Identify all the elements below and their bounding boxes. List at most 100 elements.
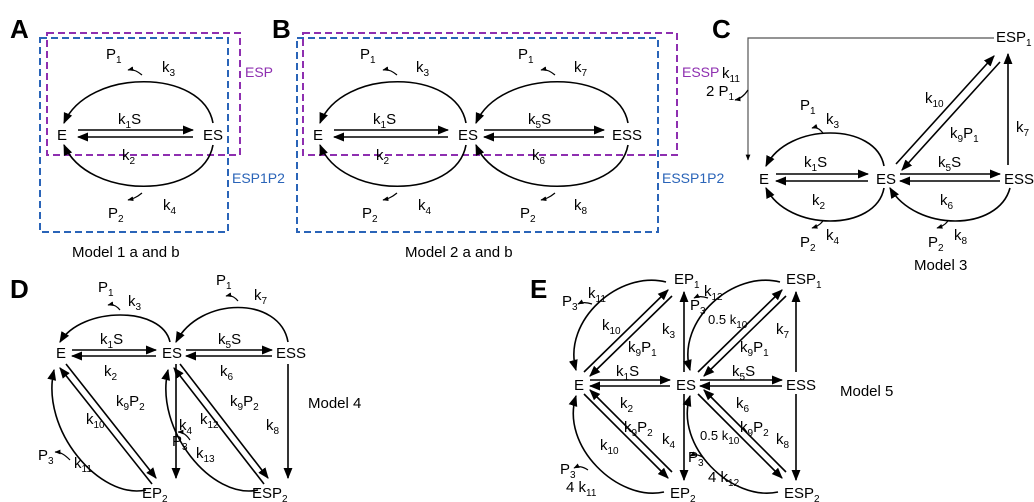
product-p3: P3	[688, 449, 704, 469]
rate-k4: k4	[418, 197, 432, 217]
rate-k3: k3	[662, 321, 676, 341]
rate-k9p1: k9P1	[628, 339, 657, 359]
rate-k8: k8	[954, 227, 968, 247]
rate-k10: k10	[602, 317, 621, 337]
rate-half-k10: 0.5 k10	[708, 312, 748, 331]
rate-k8: k8	[776, 431, 790, 451]
rate-k6: k6	[532, 147, 546, 167]
arc-ess-to-es-bottom	[476, 145, 628, 186]
caption-model1: Model 1 a and b	[72, 244, 180, 261]
release-p2	[812, 221, 823, 228]
species-esp2: ESP2	[252, 485, 288, 502]
species-ess: ESS	[1004, 171, 1034, 188]
rate-k3: k3	[826, 111, 840, 131]
species-es: ES	[876, 171, 896, 188]
rate-k3: k3	[128, 293, 142, 313]
rate-k2: k2	[122, 147, 136, 167]
rate-k3: k3	[162, 59, 176, 79]
rate-k7: k7	[574, 59, 588, 79]
species-ep2: EP2	[670, 485, 696, 502]
essp1p2-box-label: ESSP1P2	[662, 170, 724, 186]
product-p1: P1	[216, 272, 232, 292]
species-esp2: ESP2	[784, 485, 820, 502]
species-e: E	[574, 377, 584, 394]
rate-k12: k12	[704, 283, 723, 303]
release-p1	[812, 128, 823, 133]
rate-k9p1: k9P1	[950, 125, 979, 145]
product-p2: P2	[928, 234, 944, 254]
rate-k6: k6	[940, 192, 954, 212]
rate-k2: k2	[104, 363, 118, 383]
esp1p2-box-label: ESP1P2	[232, 170, 285, 186]
product-p2: P2	[520, 205, 536, 225]
release-p1	[108, 305, 120, 310]
rate-k9p1: k9P1	[740, 339, 769, 359]
product-p3: P3	[38, 447, 54, 467]
species-ess: ESS	[612, 127, 642, 144]
rate-k6: k6	[736, 395, 750, 415]
panel-a: A ESP ESP1P2 E ES k1S k2 P1 k3 P2 k4 Mod…	[10, 14, 285, 261]
rate-k13: k13	[196, 445, 215, 465]
product-p2: P2	[108, 205, 124, 225]
caption-model5: Model 5	[840, 383, 893, 400]
product-p2: P2	[800, 234, 816, 254]
rate-k11: k11	[588, 285, 606, 305]
rate-k4: k4	[662, 431, 676, 451]
rate-k2: k2	[812, 192, 826, 212]
panel-b: B ESSP ESSP1P2 E ES ESS k1S k2 k5S k6 P1…	[272, 14, 724, 261]
species-es: ES	[203, 127, 223, 144]
panel-d: D E ES ESS k1S k2 k5S k6 P1 k3 P1 k7 k4 …	[10, 272, 361, 502]
release-p1	[226, 296, 238, 301]
rate-k10: k10	[925, 90, 944, 110]
release-2p1	[735, 90, 748, 100]
species-e: E	[313, 127, 323, 144]
panel-label-b: B	[272, 14, 291, 44]
product-2p1: 2 P1	[706, 83, 735, 103]
panel-label-d: D	[10, 274, 29, 304]
species-es: ES	[458, 127, 478, 144]
rate-k9p2: k9P2	[740, 419, 769, 439]
panel-label-c: C	[712, 14, 731, 44]
release-p3	[574, 467, 588, 470]
rate-k3: k3	[416, 59, 430, 79]
caption-model2: Model 2 a and b	[405, 244, 513, 261]
species-es: ES	[162, 345, 182, 362]
release-p2	[937, 221, 948, 228]
arc-es-to-e-bottom	[64, 145, 213, 186]
rate-k4: k4	[826, 227, 840, 247]
release-p1	[128, 70, 142, 75]
rate-k1s: k1S	[804, 154, 827, 174]
arrow-es-to-esp1	[896, 56, 994, 164]
panel-c: C ESP1 k11 2 P1 E ES ESS k1S k2 k5S k6 P…	[706, 14, 1034, 274]
rate-k7: k7	[254, 287, 268, 307]
rate-k9p2: k9P2	[230, 393, 259, 413]
arc-ep2-to-e	[573, 396, 664, 493]
rate-k2: k2	[620, 395, 634, 415]
essp-box-label: ESSP	[682, 64, 719, 80]
panel-e: E E ES ESS k1S k2 k5S k6 EP1 ESP1 EP2 ES…	[530, 271, 893, 502]
arc-es-to-e-bottom	[320, 145, 466, 186]
species-ess: ESS	[276, 345, 306, 362]
species-e: E	[759, 171, 769, 188]
species-e: E	[56, 345, 66, 362]
rate-k9p2: k9P2	[116, 393, 145, 413]
rate-k7: k7	[776, 321, 790, 341]
product-p1: P1	[98, 279, 114, 299]
species-es: ES	[676, 377, 696, 394]
esp-box-label: ESP	[245, 64, 273, 80]
rate-k4: k4	[163, 197, 177, 217]
species-esp1: ESP1	[996, 29, 1032, 49]
rate-k11: k11	[722, 65, 740, 85]
rate-k1s: k1S	[118, 111, 141, 131]
caption-model4: Model 4	[308, 395, 361, 412]
release-p3	[578, 303, 592, 305]
release-p1	[383, 70, 397, 75]
arc-ess-to-es-top	[476, 82, 628, 123]
esp1p2-box	[40, 38, 228, 232]
rate-k1s: k1S	[373, 111, 396, 131]
species-esp1: ESP1	[786, 271, 822, 291]
product-p3: P3	[560, 461, 576, 481]
rate-k1s: k1S	[100, 331, 123, 351]
rate-k7: k7	[1016, 119, 1030, 139]
